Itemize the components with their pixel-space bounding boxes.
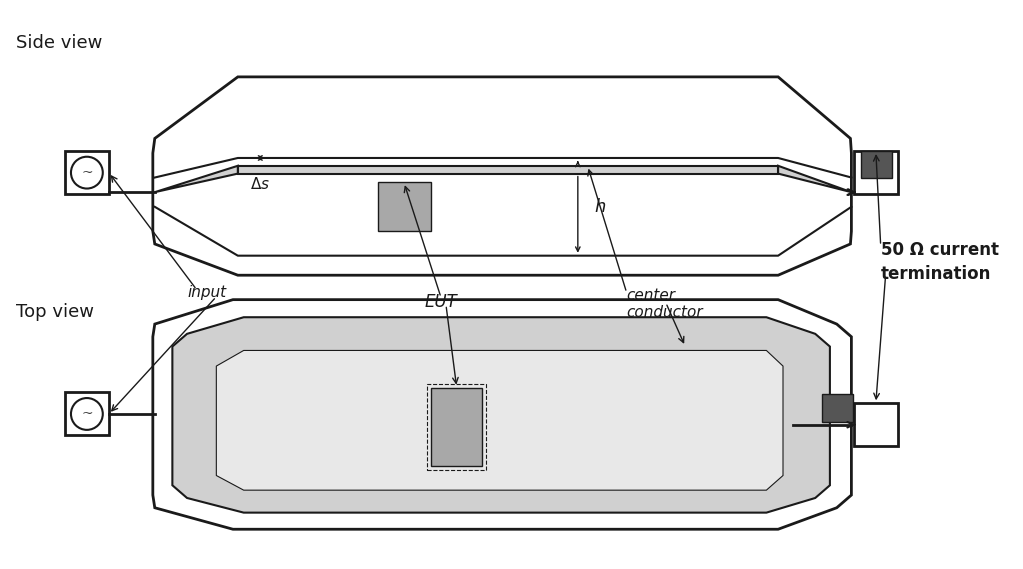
Text: center
conductor: center conductor <box>627 288 703 320</box>
Text: input: input <box>187 285 226 300</box>
Text: $\Delta s$: $\Delta s$ <box>251 176 270 192</box>
Bar <box>428 384 486 469</box>
Bar <box>854 403 898 446</box>
Bar <box>64 151 108 194</box>
Polygon shape <box>216 351 783 490</box>
Text: Top view: Top view <box>16 303 94 320</box>
Bar <box>854 151 898 194</box>
Text: EUT: EUT <box>425 293 457 311</box>
Text: ~: ~ <box>81 407 93 421</box>
Text: $h$: $h$ <box>594 198 607 216</box>
Bar <box>377 183 432 231</box>
Polygon shape <box>152 77 851 275</box>
Text: ~: ~ <box>81 166 93 180</box>
Polygon shape <box>779 166 851 192</box>
Bar <box>861 151 892 179</box>
Text: Side view: Side view <box>16 34 102 52</box>
Polygon shape <box>154 166 237 192</box>
Polygon shape <box>237 166 779 174</box>
Bar <box>432 387 482 466</box>
Bar <box>64 393 108 435</box>
Text: 50 Ω current
termination: 50 Ω current termination <box>881 241 998 283</box>
Bar <box>822 394 853 422</box>
Polygon shape <box>172 318 830 513</box>
Polygon shape <box>152 300 851 529</box>
